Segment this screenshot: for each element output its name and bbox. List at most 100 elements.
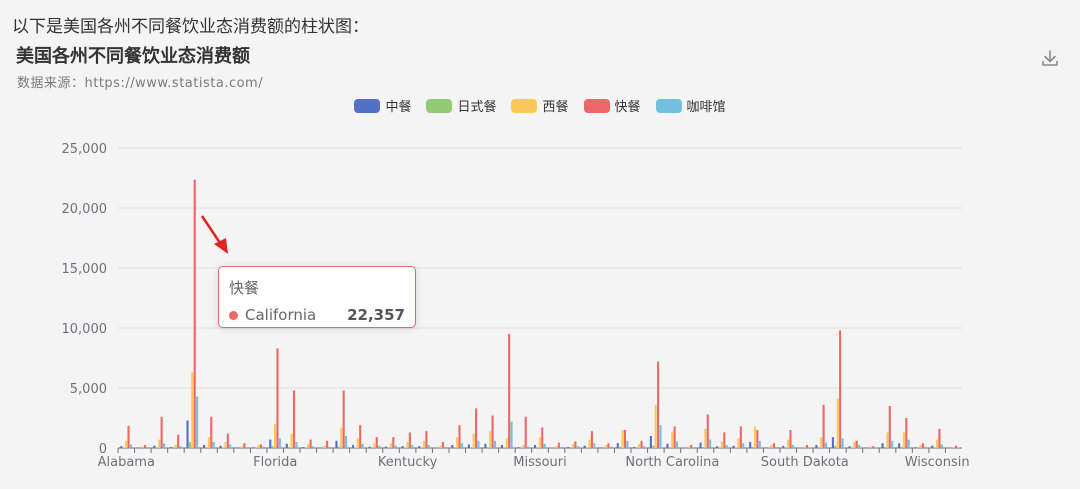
bar[interactable]	[425, 431, 428, 448]
bar[interactable]	[886, 432, 889, 448]
bar[interactable]	[571, 443, 574, 448]
bar[interactable]	[340, 427, 343, 448]
bar[interactable]	[803, 446, 806, 448]
bar[interactable]	[290, 433, 293, 448]
bar[interactable]	[574, 441, 577, 448]
bar[interactable]	[337, 446, 340, 448]
bar[interactable]	[607, 443, 610, 448]
bar[interactable]	[262, 446, 265, 448]
bar[interactable]	[649, 436, 652, 448]
bar[interactable]	[787, 439, 790, 448]
bar[interactable]	[510, 421, 513, 448]
legend-item[interactable]: 西餐	[511, 96, 569, 115]
bar[interactable]	[560, 447, 563, 448]
bar[interactable]	[673, 426, 676, 448]
bar[interactable]	[278, 438, 281, 448]
bar[interactable]	[378, 445, 381, 448]
bar[interactable]	[141, 446, 144, 448]
bar[interactable]	[935, 439, 939, 448]
bar[interactable]	[616, 443, 619, 448]
bar[interactable]	[749, 442, 752, 448]
bar[interactable]	[756, 430, 759, 448]
bar[interactable]	[590, 431, 593, 448]
bar[interactable]	[931, 445, 934, 448]
bar[interactable]	[453, 447, 456, 448]
bar[interactable]	[853, 442, 856, 448]
bar[interactable]	[335, 440, 338, 448]
bar[interactable]	[292, 390, 296, 448]
bar[interactable]	[477, 440, 480, 448]
bar[interactable]	[389, 443, 392, 448]
bar[interactable]	[212, 442, 215, 448]
bar[interactable]	[765, 447, 768, 448]
bar[interactable]	[158, 439, 161, 448]
bar[interactable]	[657, 361, 660, 448]
bar[interactable]	[295, 442, 298, 448]
bar[interactable]	[775, 446, 778, 448]
bar[interactable]	[444, 446, 447, 448]
bar[interactable]	[940, 444, 943, 448]
bar[interactable]	[288, 447, 291, 448]
legend-item[interactable]: 日式餐	[426, 96, 496, 115]
bar[interactable]	[160, 416, 163, 448]
bar[interactable]	[891, 440, 894, 448]
legend-item[interactable]: 咖啡馆	[655, 96, 726, 115]
bar[interactable]	[808, 447, 811, 448]
bar[interactable]	[503, 447, 506, 448]
bar[interactable]	[491, 415, 494, 448]
bar[interactable]	[274, 424, 277, 448]
legend-item[interactable]: 中餐	[354, 96, 411, 115]
bar[interactable]	[368, 446, 371, 448]
bar[interactable]	[196, 396, 199, 448]
bar[interactable]	[422, 440, 426, 448]
bar[interactable]	[475, 408, 478, 448]
bar[interactable]	[640, 440, 643, 448]
bar[interactable]	[593, 443, 596, 448]
bar[interactable]	[193, 179, 196, 448]
bar[interactable]	[155, 447, 158, 448]
bar[interactable]	[191, 372, 194, 448]
bar[interactable]	[720, 441, 723, 448]
bar[interactable]	[257, 445, 260, 448]
legend-item[interactable]: 快餐	[583, 96, 641, 115]
bar[interactable]	[186, 420, 189, 448]
bar[interactable]	[326, 440, 329, 448]
bar[interactable]	[500, 445, 504, 448]
bar[interactable]	[146, 447, 149, 448]
bar[interactable]	[541, 427, 544, 448]
bar[interactable]	[900, 446, 903, 448]
bar[interactable]	[789, 430, 792, 448]
bar[interactable]	[874, 447, 877, 448]
bar[interactable]	[188, 442, 191, 448]
bar[interactable]	[356, 438, 359, 448]
bar[interactable]	[772, 443, 775, 448]
bar[interactable]	[883, 447, 887, 448]
bar[interactable]	[824, 442, 828, 448]
bar[interactable]	[375, 437, 378, 448]
bar[interactable]	[690, 445, 693, 448]
bar[interactable]	[567, 447, 570, 448]
bar[interactable]	[938, 428, 941, 448]
bar[interactable]	[751, 446, 754, 448]
bar[interactable]	[626, 440, 629, 448]
bar[interactable]	[411, 445, 414, 448]
bar[interactable]	[848, 446, 851, 448]
bar[interactable]	[817, 447, 820, 448]
bar[interactable]	[359, 425, 362, 448]
bar[interactable]	[472, 433, 475, 448]
bar[interactable]	[659, 425, 662, 448]
bar[interactable]	[269, 439, 272, 448]
bar[interactable]	[836, 398, 839, 448]
bar[interactable]	[898, 443, 901, 448]
bar[interactable]	[872, 446, 875, 448]
bar[interactable]	[243, 443, 246, 448]
bar[interactable]	[805, 445, 809, 448]
bar[interactable]	[907, 439, 910, 448]
bar[interactable]	[701, 447, 704, 448]
bar[interactable]	[557, 442, 560, 448]
bar[interactable]	[210, 416, 213, 448]
bar[interactable]	[600, 447, 603, 448]
bar[interactable]	[522, 445, 525, 448]
bar[interactable]	[642, 446, 645, 448]
bar[interactable]	[460, 443, 463, 448]
